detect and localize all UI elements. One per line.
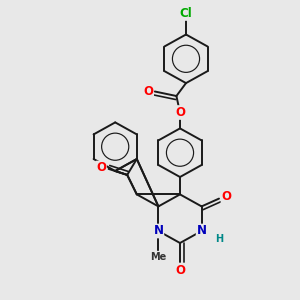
Text: O: O — [143, 85, 153, 98]
Text: Me: Me — [150, 251, 167, 262]
Text: N: N — [196, 224, 207, 238]
Text: H: H — [215, 233, 223, 244]
Text: O: O — [221, 190, 232, 203]
Text: O: O — [96, 161, 106, 175]
Text: O: O — [175, 263, 185, 277]
Text: Cl: Cl — [180, 7, 192, 20]
Text: N: N — [153, 224, 164, 238]
Text: O: O — [175, 106, 185, 119]
